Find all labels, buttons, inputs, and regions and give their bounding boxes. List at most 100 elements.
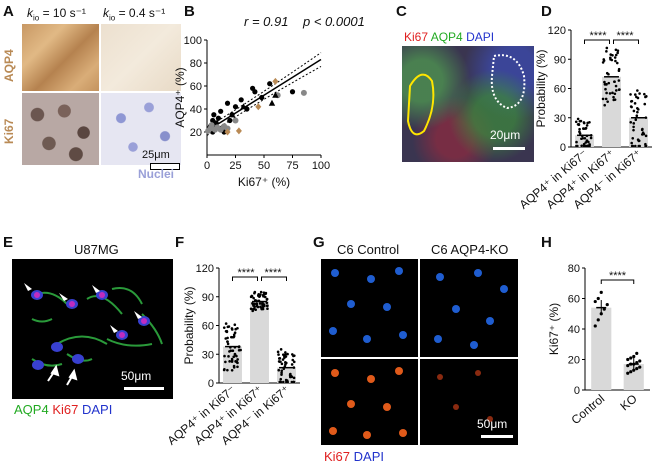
data-dot xyxy=(602,59,606,62)
data-dot xyxy=(605,91,608,95)
point-b xyxy=(218,108,224,114)
data-dot xyxy=(284,361,287,364)
data-dot xyxy=(280,369,284,373)
sig-stars-1: **** xyxy=(237,267,255,279)
bar-h xyxy=(623,364,644,390)
data-dot xyxy=(605,46,609,50)
data-dot xyxy=(644,142,647,146)
data-dot xyxy=(230,327,234,330)
data-dot xyxy=(236,365,239,369)
legend-c-ki67: Ki67 xyxy=(404,30,429,44)
point-b xyxy=(300,89,307,96)
data-dot xyxy=(279,377,283,381)
data-dot xyxy=(611,91,614,95)
data-dot xyxy=(225,329,229,333)
x-tick-label-b: 75 xyxy=(286,160,298,172)
data-dot-h xyxy=(596,296,600,301)
data-dot-h xyxy=(596,318,600,322)
data-dot xyxy=(613,80,616,83)
point-b xyxy=(255,103,262,111)
bar xyxy=(250,301,269,383)
y-tick-label-h: 20 xyxy=(568,355,580,367)
legend-c: Ki67 AQP4 DAPI xyxy=(404,30,494,44)
scale-bar-g xyxy=(481,435,513,438)
y-axis-label-b: AQP4⁺ (%) xyxy=(173,67,187,127)
data-dot xyxy=(578,127,581,131)
panel-label-c: C xyxy=(396,3,407,20)
legend-g-dapi: DAPI xyxy=(353,449,384,464)
roi-outlines xyxy=(406,54,526,136)
y-tick-label: 60 xyxy=(554,84,566,96)
data-dot xyxy=(253,305,256,309)
data-dot xyxy=(260,306,263,310)
legend-e: AQP4 Ki67 DAPI xyxy=(14,402,112,417)
x-category-label-h: KO xyxy=(617,392,639,414)
data-dot xyxy=(292,360,296,364)
y-tick-label-h: 80 xyxy=(568,263,580,275)
r-value: r = 0.91 xyxy=(244,14,289,29)
data-dot xyxy=(643,102,647,106)
point-b xyxy=(267,81,273,87)
data-dot xyxy=(230,368,234,372)
data-dot-h xyxy=(635,351,639,355)
scale-label-e: 50μm xyxy=(121,369,152,383)
bar xyxy=(602,76,621,147)
legend-c-aqp4: AQP4 xyxy=(430,30,463,44)
data-dot xyxy=(233,352,237,356)
data-dot xyxy=(226,325,230,329)
data-dot xyxy=(252,307,255,311)
data-dot xyxy=(589,136,593,140)
data-dot xyxy=(231,349,235,353)
c6-control-dapi xyxy=(321,259,418,357)
y-axis-label: Probability (%) xyxy=(182,286,196,364)
data-dot xyxy=(636,106,639,110)
point-b xyxy=(252,89,258,95)
point-b xyxy=(259,94,265,101)
panel-label-g: G xyxy=(313,234,325,251)
data-dot xyxy=(280,373,283,376)
point-b xyxy=(240,103,247,110)
data-dot xyxy=(614,89,618,92)
data-dot xyxy=(228,360,231,363)
fit-line-b xyxy=(206,58,322,132)
data-dot xyxy=(635,95,638,99)
data-dot xyxy=(631,136,635,140)
legend-e-aqp4: AQP4 xyxy=(14,402,49,417)
sig-bracket-2 xyxy=(613,39,639,44)
data-dot xyxy=(276,350,280,354)
data-dot xyxy=(630,144,634,148)
panel-label-f: F xyxy=(175,234,185,251)
sig-bracket-1 xyxy=(232,276,258,281)
data-dot xyxy=(265,298,269,301)
data-dot xyxy=(266,307,269,311)
panel-label-e: E xyxy=(3,234,14,251)
data-dot xyxy=(614,84,618,88)
x-tick-label-b: 25 xyxy=(229,160,241,172)
y-tick-label-b: 20 xyxy=(190,127,202,139)
data-dot xyxy=(637,144,641,148)
data-dot xyxy=(233,323,237,326)
data-dot xyxy=(286,352,289,356)
data-dot xyxy=(574,120,578,124)
data-dot xyxy=(288,374,292,377)
kio-left-sub: io xyxy=(33,13,40,23)
data-dot xyxy=(580,144,583,148)
data-dot xyxy=(614,59,617,63)
kio-right-val: = 0.4 s⁻¹ xyxy=(115,6,166,20)
point-b xyxy=(232,117,239,124)
sig-stars-2: **** xyxy=(616,30,634,42)
data-dot xyxy=(230,359,234,362)
data-dot xyxy=(605,71,609,75)
data-dot xyxy=(236,358,239,361)
data-dot xyxy=(224,337,228,340)
data-dot xyxy=(605,50,608,53)
if-u87mg-image xyxy=(12,259,173,399)
data-dot xyxy=(630,105,633,109)
cell-line-title: U87MG xyxy=(74,242,119,257)
legend-e-ki67: Ki67 xyxy=(52,402,79,417)
kio-left-k: k xyxy=(27,6,33,20)
data-dot xyxy=(637,139,641,143)
ihc-ki67-low xyxy=(101,93,181,165)
data-dot xyxy=(636,89,639,92)
